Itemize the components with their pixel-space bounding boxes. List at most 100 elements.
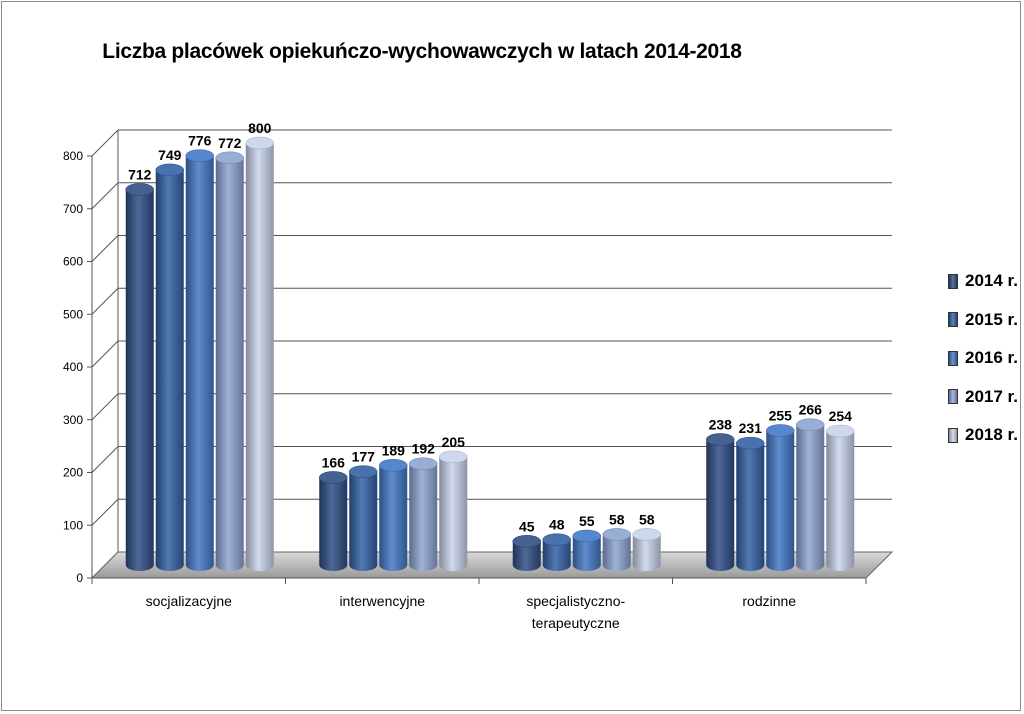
bars [125, 136, 855, 572]
data-label: 712 [128, 166, 152, 182]
data-label: 192 [412, 441, 436, 457]
bar [706, 433, 735, 571]
bar-body [409, 463, 438, 571]
bar-top [319, 471, 348, 484]
legend-label: 2016 r. [965, 348, 1018, 368]
bar-top [736, 436, 765, 450]
legend-item: 2018 r. [948, 416, 1018, 455]
y-tick-label: 100 [63, 518, 83, 532]
gridline-side [91, 446, 119, 473]
bar-top [632, 528, 661, 541]
bar [215, 151, 244, 571]
y-tick-label: 200 [63, 466, 83, 480]
bar-top [125, 183, 154, 196]
x-category-label: interwencyjne [339, 593, 425, 609]
gridline-side [91, 235, 119, 262]
bar [185, 149, 214, 571]
gridline-side [91, 182, 119, 210]
data-label: 55 [579, 513, 595, 529]
y-tick-label: 300 [63, 413, 83, 427]
legend-swatch-2014 [948, 273, 958, 289]
bar-top [512, 535, 541, 548]
gridline-side [91, 393, 119, 421]
bar-top [215, 151, 244, 165]
legend-label: 2014 r. [965, 271, 1018, 291]
bar-body [215, 157, 244, 571]
y-tick-label: 400 [63, 360, 83, 374]
bar-body [572, 535, 601, 571]
bar [379, 459, 408, 571]
bar-top [185, 149, 214, 162]
y-tick-label: 600 [63, 255, 83, 269]
bar [796, 418, 825, 571]
bar-top [245, 136, 274, 150]
bar-top [826, 424, 855, 438]
legend-swatch-2015 [948, 312, 958, 328]
bar-top [155, 163, 184, 177]
bar [349, 465, 378, 571]
bar-body [379, 465, 408, 571]
y-tick-label: 0 [76, 571, 83, 585]
data-label: 58 [639, 511, 655, 527]
legend-item: 2014 r. [948, 262, 1018, 301]
bar-body [826, 431, 855, 571]
gridline-side [91, 340, 119, 368]
data-label: 45 [519, 518, 535, 534]
bar-top [542, 533, 571, 546]
data-labels: 712 749 776 772 800 166 177 189 192 205 45 48 55 58 58… [128, 120, 852, 534]
data-label: 205 [442, 434, 466, 450]
bar-top [766, 424, 795, 437]
legend-label: 2015 r. [965, 309, 1018, 329]
bar-body [349, 471, 378, 571]
x-category-label: rodzinne [742, 593, 796, 609]
legend: 2014 r. 2015 r. 2016 r. 2017 r. 2018 r. [948, 262, 1018, 455]
data-label: 749 [158, 147, 182, 163]
bar-top [379, 459, 408, 472]
bar-body [736, 443, 765, 571]
bar-top [349, 465, 378, 478]
x-category-label: terapeutyczne [532, 615, 620, 631]
y-tick-label: 500 [63, 307, 83, 321]
bar [439, 450, 468, 571]
legend-label: 2017 r. [965, 386, 1018, 406]
legend-item: 2015 r. [948, 301, 1018, 340]
y-tick-label: 700 [63, 202, 83, 216]
y-axis: 0 100 200 300 400 500 600 700 800 [63, 149, 92, 585]
chart-title: Liczba placówek opiekuńczo-wychowawczych… [102, 40, 742, 63]
data-label: 800 [248, 120, 272, 136]
data-label: 254 [829, 408, 853, 424]
gridline-side [91, 498, 119, 526]
bar [512, 535, 541, 571]
bar-body [632, 534, 661, 571]
bar [826, 424, 855, 571]
data-label: 238 [709, 416, 733, 432]
bar-top [796, 418, 825, 431]
bar-top [706, 433, 735, 446]
x-axis: socjalizacyjne interwencyjne specjalistycz… [91, 577, 867, 631]
legend-swatch-2016 [948, 350, 958, 366]
bar-top [409, 457, 438, 470]
gridline-side [91, 129, 119, 157]
x-category-label: socjalizacyjne [146, 593, 233, 609]
bar-top [572, 529, 601, 543]
data-label: 48 [549, 517, 565, 533]
bar [319, 471, 348, 571]
bar [766, 424, 795, 571]
bar-body [319, 477, 348, 571]
data-label: 776 [188, 133, 212, 149]
bar-top [439, 450, 468, 464]
bar [125, 183, 154, 572]
bar [602, 528, 631, 571]
data-label: 58 [609, 511, 625, 527]
legend-item: 2016 r. [948, 339, 1018, 378]
bar-body [542, 539, 571, 571]
bar [409, 457, 438, 571]
legend-swatch-2017 [948, 389, 958, 405]
gridline-side [91, 287, 119, 315]
bar [736, 436, 765, 571]
bar [245, 136, 274, 571]
data-label: 255 [769, 407, 793, 423]
bar-body [766, 430, 795, 571]
y-tick-label: 800 [63, 149, 83, 163]
